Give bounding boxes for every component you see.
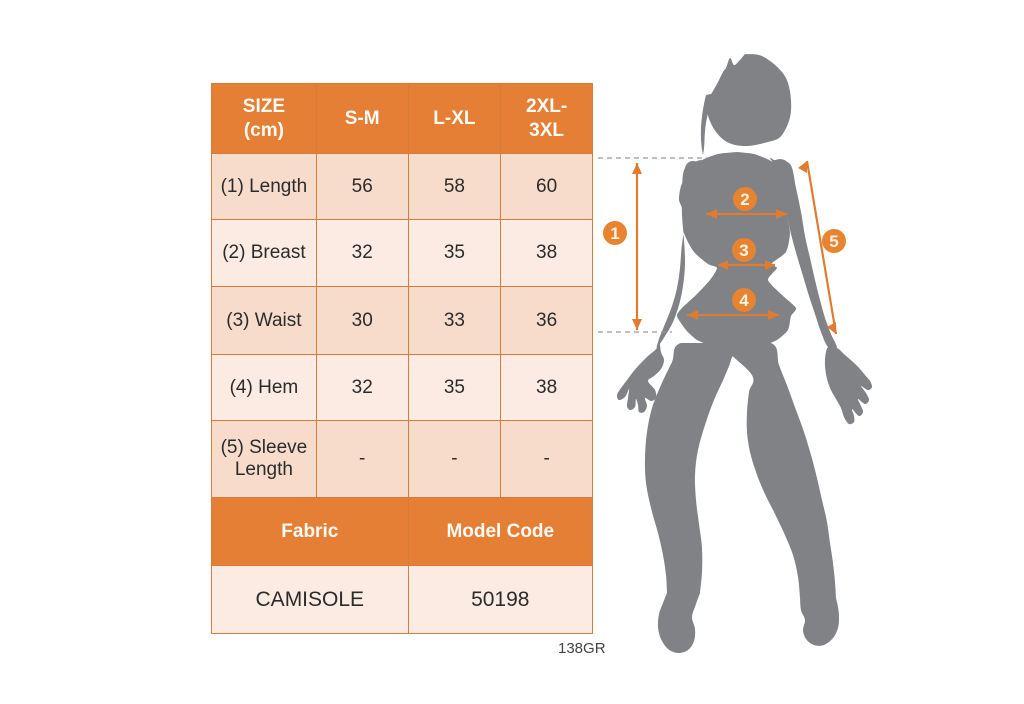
svg-text:2: 2 [740,190,749,209]
svg-text:5: 5 [829,232,838,251]
svg-text:4: 4 [739,291,749,310]
svg-text:1: 1 [610,224,619,243]
svg-text:3: 3 [739,241,748,260]
